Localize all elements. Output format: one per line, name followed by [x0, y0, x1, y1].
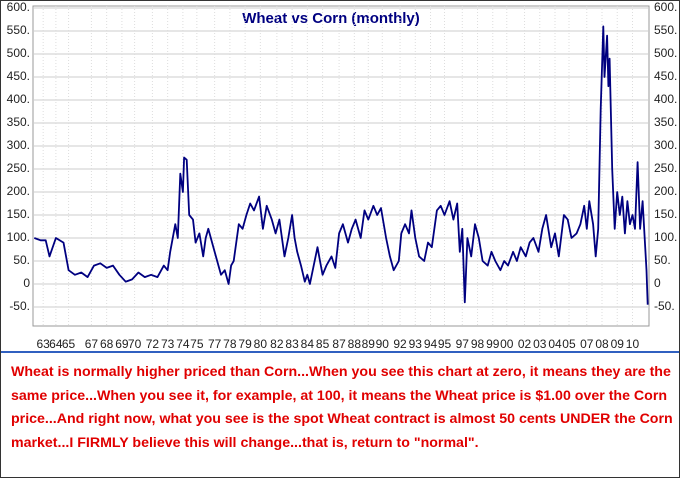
- chart-title: Wheat vs Corn (monthly): [242, 10, 420, 27]
- x-tick-label: 70: [128, 337, 142, 351]
- y2-tick-label: 250.: [654, 161, 677, 175]
- x-tick-label: 88: [348, 337, 362, 351]
- x-tick-label: 93: [409, 337, 423, 351]
- y2-tick-label: 150.: [654, 207, 677, 221]
- x-tick-label: 84: [301, 337, 315, 351]
- x-tick-label: 10: [626, 337, 640, 351]
- x-tick-label: 00: [500, 337, 514, 351]
- y-tick-label: -50.: [9, 299, 30, 313]
- x-tick-label: 69: [115, 337, 129, 351]
- y-tick-label: 550.: [7, 23, 30, 37]
- y2-tick-label: -50.: [654, 299, 675, 313]
- x-tick-label: 80: [254, 337, 268, 351]
- y2-tick-label: 300.: [654, 138, 677, 152]
- x-tick-label: 63: [36, 337, 50, 351]
- x-tick-label: 94: [424, 337, 438, 351]
- x-tick-label: 78: [223, 337, 237, 351]
- x-tick-label: 72: [146, 337, 160, 351]
- y-tick-label: 100.: [7, 230, 30, 244]
- y-tick-label: 450.: [7, 69, 30, 83]
- y2-tick-label: 450.: [654, 69, 677, 83]
- y-tick-label: 500.: [7, 46, 30, 60]
- y2-tick-label: 200.: [654, 184, 677, 198]
- y2-tick-label: 500.: [654, 46, 677, 60]
- y-tick-label: 300.: [7, 138, 30, 152]
- x-tick-label: 82: [270, 337, 284, 351]
- x-tick-label: 90: [376, 337, 390, 351]
- y2-tick-label: 100.: [654, 230, 677, 244]
- x-tick-label: 98: [471, 337, 485, 351]
- y-tick-label: 600.: [7, 1, 30, 14]
- x-tick-label: 05: [562, 337, 576, 351]
- x-tick-label: 85: [316, 337, 330, 351]
- y-tick-label: 200.: [7, 184, 30, 198]
- x-tick-label: 09: [611, 337, 625, 351]
- x-tick-label: 95: [438, 337, 452, 351]
- x-tick-label: 65: [62, 337, 76, 351]
- x-tick-label: 97: [456, 337, 470, 351]
- x-tick-label: 73: [161, 337, 175, 351]
- plot-area: [32, 5, 650, 327]
- x-tick-label: 83: [285, 337, 299, 351]
- x-tick-label: 64: [49, 337, 63, 351]
- x-tick-label: 74: [176, 337, 190, 351]
- x-tick-label: 02: [518, 337, 532, 351]
- x-tick-label: 04: [548, 337, 562, 351]
- y-tick-label: 50.: [13, 253, 30, 267]
- y2-tick-label: 0: [654, 276, 661, 290]
- x-tick-label: 67: [85, 337, 99, 351]
- y-tick-label: 350.: [7, 115, 30, 129]
- y2-tick-label: 400.: [654, 92, 677, 106]
- y2-tick-label: 600.: [654, 1, 677, 14]
- x-tick-label: 68: [100, 337, 114, 351]
- y-tick-label: 250.: [7, 161, 30, 175]
- y2-tick-label: 350.: [654, 115, 677, 129]
- y2-tick-label: 50.: [654, 253, 671, 267]
- x-tick-label: 79: [238, 337, 252, 351]
- x-tick-label: 75: [190, 337, 204, 351]
- x-tick-label: 77: [208, 337, 222, 351]
- x-tick-label: 07: [580, 337, 594, 351]
- x-tick-label: 89: [362, 337, 376, 351]
- x-tick-label: 99: [486, 337, 500, 351]
- y-tick-label: 400.: [7, 92, 30, 106]
- x-tick-label: 03: [533, 337, 547, 351]
- y2-tick-label: 550.: [654, 23, 677, 37]
- y-tick-label: 150.: [7, 207, 30, 221]
- x-tick-label: 08: [595, 337, 609, 351]
- x-tick-label: 92: [393, 337, 407, 351]
- chart: Wheat vs Corn (monthly) -50. -50.0 050. 50.…: [1, 1, 679, 353]
- data-line: [33, 25, 649, 305]
- note: Wheat is normally higher priced than Cor…: [11, 364, 673, 451]
- x-tick-label: 87: [332, 337, 346, 351]
- y-tick-label: 0: [23, 276, 30, 290]
